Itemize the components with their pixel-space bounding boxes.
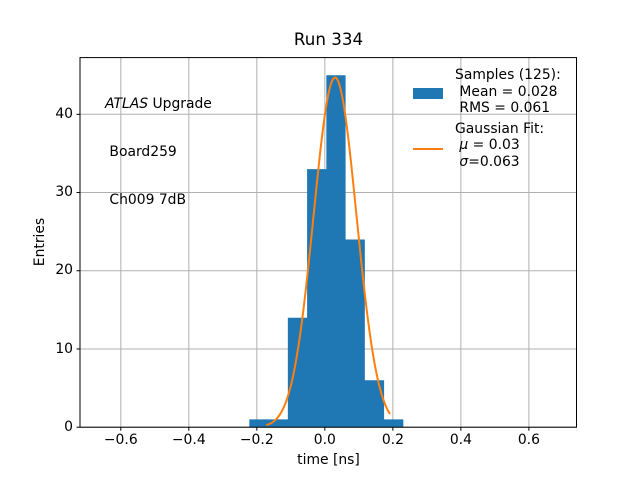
x-tick-label: 0.2: [381, 432, 404, 448]
legend-mu-rest: = 0.03: [468, 137, 520, 153]
legend-histogram-swatch: [413, 88, 443, 99]
y-tick-label: 40: [55, 105, 73, 122]
y-tick-label: 10: [55, 340, 73, 357]
y-tick-label: 20: [55, 262, 73, 279]
annotation-upgrade-text: Upgrade: [148, 96, 212, 112]
x-tick-label: 0.6: [517, 432, 540, 448]
y-tick-label: 30: [55, 184, 73, 200]
x-tick-label: −0.6: [103, 432, 138, 448]
legend-samples-title: Samples (125):: [455, 67, 561, 83]
annotation-text: ATLAS Upgrade Board259 Ch009 7dB: [105, 64, 212, 240]
x-tick-label: 0.0: [313, 432, 336, 448]
annotation-atlas-italic: ATLAS: [105, 96, 149, 112]
legend-mu-value: μ = 0.03: [455, 137, 520, 153]
legend-mean-value: Mean = 0.028: [455, 83, 558, 100]
annotation-line-board: Board259: [105, 144, 177, 160]
legend-rms-value: RMS = 0.061: [455, 100, 551, 116]
chart-title: Run 334: [293, 29, 364, 49]
legend-fit-title: Gaussian Fit:: [455, 120, 545, 137]
axes-spines: [79, 57, 577, 428]
legend-sigma-value: σ=0.063: [455, 153, 520, 170]
x-tick-label: −0.4: [171, 432, 206, 448]
legend-sigma-rest: =0.063: [468, 153, 520, 170]
x-axis-label: time [ns]: [297, 452, 360, 468]
gaussian-curve: [266, 76, 391, 426]
y-tick-label: 0: [64, 418, 73, 435]
legend-fit-line-swatch: [413, 147, 443, 150]
annotation-line-experiment: ATLAS Upgrade: [105, 96, 212, 112]
x-tick-label: −0.2: [239, 432, 274, 448]
legend-mu-symbol: μ: [459, 137, 469, 153]
histogram-bars: [249, 75, 404, 428]
x-tick-label: 0.4: [449, 432, 472, 448]
annotation-line-channel: Ch009 7dB: [105, 192, 187, 208]
legend-sigma-symbol: σ: [459, 153, 469, 170]
